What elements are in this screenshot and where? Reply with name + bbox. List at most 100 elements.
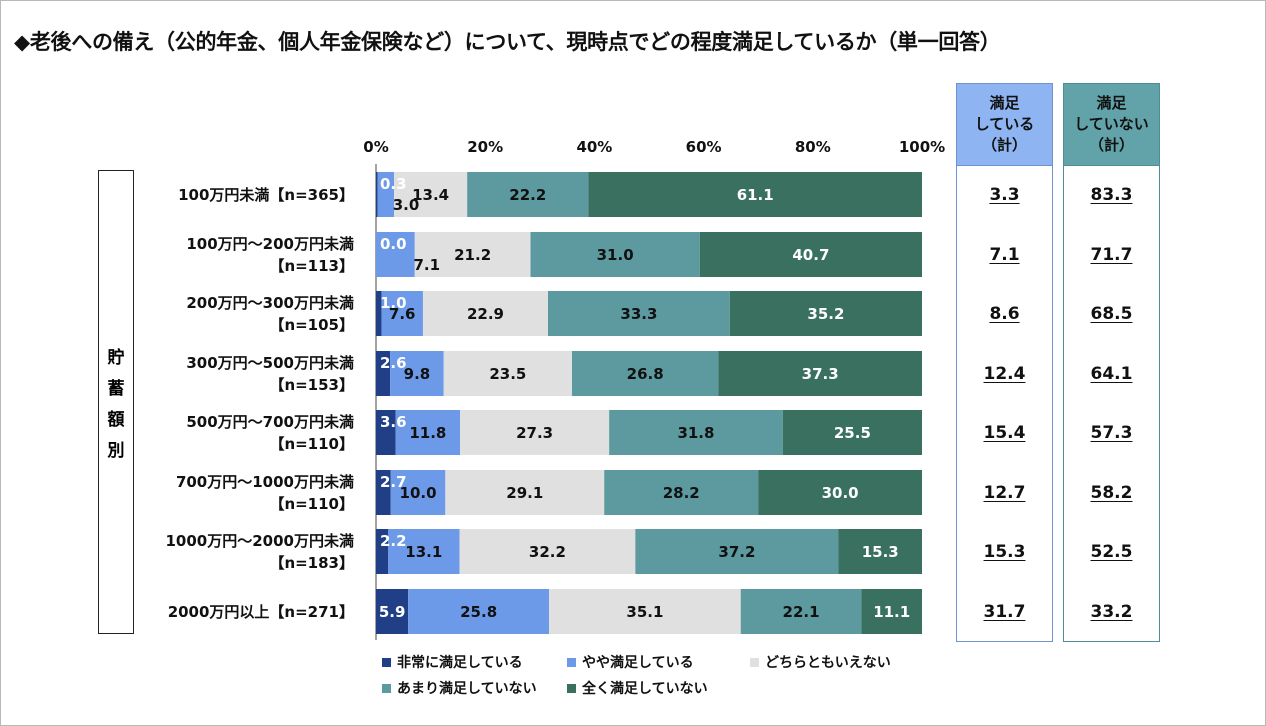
legend-item: やや満足している bbox=[567, 652, 694, 672]
data-label: 37.3 bbox=[802, 365, 839, 383]
bar-segment bbox=[377, 172, 395, 217]
data-label: 30.0 bbox=[822, 484, 859, 502]
data-label: 0.3 bbox=[380, 175, 407, 193]
bar-segment bbox=[388, 529, 460, 574]
data-label: 7.1 bbox=[413, 256, 440, 274]
category-label: 700万円～1000万円未満 bbox=[176, 473, 354, 491]
bar-segment bbox=[549, 589, 741, 634]
bar-segment bbox=[445, 470, 605, 515]
group-label-box: 貯蓄額別 bbox=[98, 170, 134, 634]
satisfied-total-value: 3.3 bbox=[957, 185, 1052, 205]
satisfied-total-value: 7.1 bbox=[957, 245, 1052, 265]
data-label: 11.8 bbox=[409, 424, 446, 442]
bar-segment bbox=[604, 470, 759, 515]
bar-segment bbox=[635, 529, 839, 574]
data-label: 0.0 bbox=[380, 235, 407, 253]
category-label: 200万円～300万円未満 bbox=[186, 294, 354, 312]
bar-segment bbox=[376, 291, 382, 336]
x-tick-label: 0% bbox=[363, 138, 388, 156]
category-label: 【n=110】 bbox=[269, 435, 354, 453]
bar-segment bbox=[376, 470, 391, 515]
bar-segment bbox=[588, 172, 922, 217]
bar-segment bbox=[443, 351, 573, 396]
data-label: 22.1 bbox=[783, 603, 820, 621]
bar-segment bbox=[740, 589, 862, 634]
x-tick-label: 40% bbox=[576, 138, 612, 156]
data-label: 1.0 bbox=[380, 294, 407, 312]
data-label: 40.7 bbox=[792, 246, 829, 264]
satisfied-total-value: 12.7 bbox=[957, 483, 1052, 503]
bar-segment bbox=[758, 470, 922, 515]
dissatisfied-total-value-text: 68.5 bbox=[1090, 304, 1133, 324]
data-label: 35.1 bbox=[626, 603, 663, 621]
category-label: 【n=110】 bbox=[269, 495, 354, 513]
category-label: 2000万円以上【n=271】 bbox=[168, 603, 354, 621]
data-label: 29.1 bbox=[506, 484, 543, 502]
bar-segment bbox=[395, 410, 461, 455]
bar-segment bbox=[408, 589, 550, 634]
satisfied-total-value-text: 15.3 bbox=[983, 542, 1026, 562]
dissatisfied-total-value: 64.1 bbox=[1064, 364, 1159, 384]
data-label: 7.6 bbox=[389, 305, 416, 323]
satisfied-total-value: 15.4 bbox=[957, 423, 1052, 443]
legend-item: 非常に満足している bbox=[382, 652, 523, 672]
data-label: 2.6 bbox=[380, 354, 407, 372]
data-label: 28.2 bbox=[663, 484, 700, 502]
legend-swatch bbox=[382, 683, 391, 693]
satisfied-total-value-text: 8.6 bbox=[989, 304, 1020, 324]
satisfied-total-value-text: 3.3 bbox=[989, 185, 1020, 205]
data-label: 3.0 bbox=[393, 196, 420, 214]
data-label: 23.5 bbox=[489, 365, 526, 383]
dissatisfied-total-value: 33.2 bbox=[1064, 602, 1159, 622]
bar-segment bbox=[861, 589, 922, 634]
dissatisfied-total-value-text: 71.7 bbox=[1090, 245, 1133, 265]
legend-swatch bbox=[567, 683, 576, 693]
bar-segment bbox=[609, 410, 783, 455]
data-label: 2.2 bbox=[380, 532, 407, 550]
data-label: 22.9 bbox=[467, 305, 504, 323]
bar-segment bbox=[376, 172, 378, 217]
dissatisfied-total-value-text: 58.2 bbox=[1090, 483, 1133, 503]
data-label: 33.3 bbox=[620, 305, 657, 323]
satisfied-total-value-text: 31.7 bbox=[983, 602, 1026, 622]
dissatisfied-total-column: 満足 していない （計） 83.3 71.7 68.5 64.1 57.3 58.2 52.… bbox=[1063, 83, 1160, 642]
chart-title: ◆老後への備え（公的年金、個人年金保険など）について、現時点でどの程度満足してい… bbox=[14, 30, 1001, 54]
bar-segment bbox=[414, 232, 531, 277]
dissatisfied-total-header: 満足 していない （計） bbox=[1064, 84, 1159, 166]
satisfied-total-value: 31.7 bbox=[957, 602, 1052, 622]
bar-segment bbox=[381, 291, 423, 336]
legend-label: あまり満足していない bbox=[397, 681, 537, 697]
data-label: 9.8 bbox=[404, 365, 431, 383]
satisfied-total-header: 満足 している （計） bbox=[957, 84, 1052, 166]
legend-label: やや満足している bbox=[582, 655, 694, 671]
data-label: 13.4 bbox=[412, 186, 449, 204]
data-label: 13.1 bbox=[405, 543, 442, 561]
bar-segment bbox=[699, 232, 922, 277]
data-label: 15.3 bbox=[862, 543, 899, 561]
data-label: 27.3 bbox=[516, 424, 553, 442]
category-label: 【n=153】 bbox=[269, 376, 354, 394]
data-label: 21.2 bbox=[454, 246, 491, 264]
category-label: 【n=113】 bbox=[269, 257, 354, 275]
data-label: 32.2 bbox=[529, 543, 566, 561]
dissatisfied-total-value: 58.2 bbox=[1064, 483, 1159, 503]
legend-item: あまり満足していない bbox=[382, 678, 537, 698]
data-label: 35.2 bbox=[807, 305, 844, 323]
category-label: 【n=183】 bbox=[269, 554, 354, 572]
dissatisfied-total-value-text: 83.3 bbox=[1090, 185, 1133, 205]
bar-segment bbox=[530, 232, 700, 277]
dissatisfied-total-value-text: 64.1 bbox=[1090, 364, 1133, 384]
data-label: 31.8 bbox=[677, 424, 714, 442]
group-label-char: 蓄 bbox=[107, 379, 125, 399]
bar-segment bbox=[390, 470, 446, 515]
satisfied-total-value-text: 12.4 bbox=[983, 364, 1026, 384]
data-label: 22.2 bbox=[509, 186, 546, 204]
satisfied-total-value: 15.3 bbox=[957, 542, 1052, 562]
dissatisfied-total-value: 68.5 bbox=[1064, 304, 1159, 324]
dissatisfied-total-value-text: 33.2 bbox=[1090, 602, 1133, 622]
legend-label: どちらともいえない bbox=[765, 655, 891, 671]
legend-label: 非常に満足している bbox=[397, 655, 523, 671]
data-label: 3.6 bbox=[380, 413, 407, 431]
category-label: 300万円～500万円未満 bbox=[186, 354, 354, 372]
